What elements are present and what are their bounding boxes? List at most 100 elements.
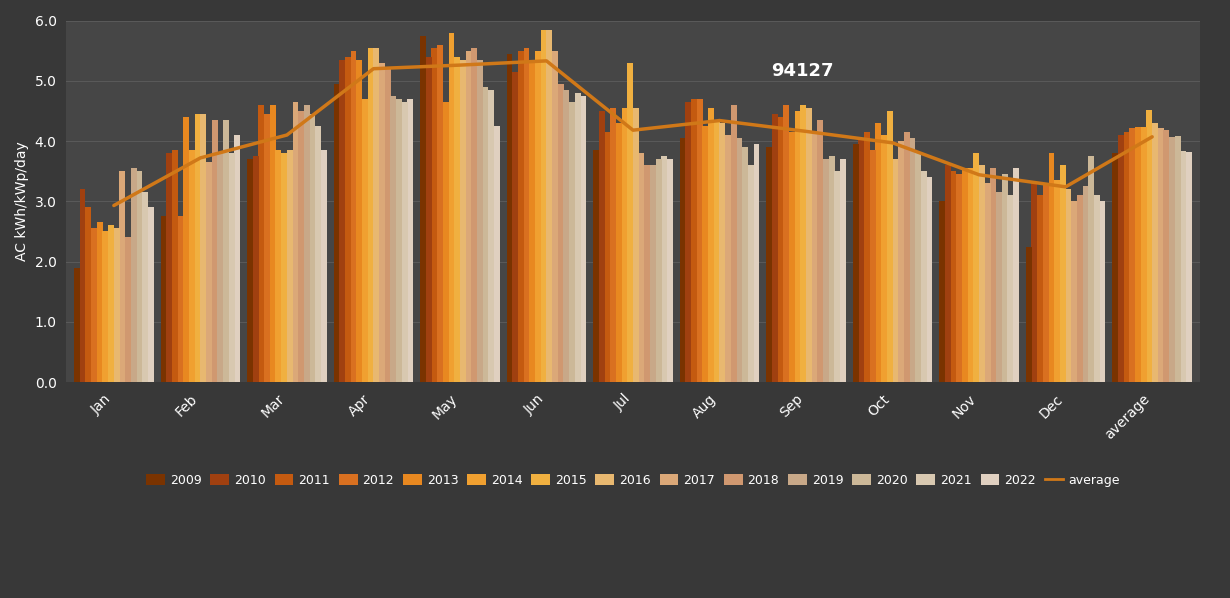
- Bar: [507, 54, 513, 382]
- Bar: [321, 150, 327, 382]
- Bar: [795, 111, 801, 382]
- Bar: [1157, 129, 1164, 382]
- Bar: [304, 105, 310, 382]
- Bar: [80, 189, 86, 382]
- Bar: [621, 108, 627, 382]
- Bar: [1124, 132, 1129, 382]
- Bar: [524, 48, 529, 382]
- Bar: [1112, 153, 1118, 382]
- Bar: [1060, 165, 1065, 382]
- Bar: [887, 111, 893, 382]
- Bar: [477, 60, 482, 382]
- Bar: [1089, 156, 1095, 382]
- Bar: [102, 231, 108, 382]
- Bar: [488, 90, 494, 382]
- Bar: [1054, 180, 1060, 382]
- Bar: [968, 168, 973, 382]
- Bar: [546, 29, 552, 382]
- Bar: [852, 144, 859, 382]
- Bar: [264, 114, 269, 382]
- Bar: [276, 150, 282, 382]
- Bar: [351, 51, 357, 382]
- Bar: [114, 228, 119, 382]
- Bar: [471, 48, 477, 382]
- Bar: [454, 57, 460, 382]
- Bar: [910, 138, 915, 382]
- Bar: [834, 171, 840, 382]
- Bar: [1129, 128, 1135, 382]
- Bar: [696, 99, 702, 382]
- Bar: [189, 150, 194, 382]
- Bar: [788, 132, 795, 382]
- Bar: [223, 120, 229, 382]
- Bar: [1186, 152, 1192, 382]
- Bar: [443, 102, 449, 382]
- Bar: [1001, 174, 1007, 382]
- Bar: [818, 120, 823, 382]
- Bar: [1037, 196, 1043, 382]
- Bar: [1181, 151, 1186, 382]
- Bar: [1164, 130, 1170, 382]
- Bar: [1077, 196, 1082, 382]
- Bar: [915, 153, 921, 382]
- Bar: [494, 126, 499, 382]
- Bar: [482, 87, 488, 382]
- Bar: [91, 228, 97, 382]
- Bar: [97, 222, 102, 382]
- Bar: [1071, 202, 1077, 382]
- Bar: [996, 193, 1002, 382]
- Bar: [881, 135, 887, 382]
- Bar: [1014, 168, 1018, 382]
- Bar: [1170, 138, 1175, 382]
- Bar: [737, 138, 743, 382]
- Bar: [806, 108, 812, 382]
- Bar: [513, 72, 518, 382]
- Bar: [269, 105, 276, 382]
- Bar: [574, 93, 581, 382]
- Bar: [616, 123, 621, 382]
- Bar: [973, 153, 979, 382]
- Bar: [200, 114, 207, 382]
- Bar: [940, 202, 945, 382]
- Bar: [396, 99, 402, 382]
- Bar: [638, 153, 645, 382]
- Bar: [1093, 196, 1100, 382]
- Bar: [1048, 153, 1054, 382]
- Bar: [362, 99, 368, 382]
- Bar: [137, 171, 143, 382]
- Bar: [421, 35, 426, 382]
- Bar: [402, 102, 407, 382]
- Bar: [713, 120, 720, 382]
- Bar: [859, 138, 865, 382]
- Bar: [379, 63, 385, 382]
- Bar: [390, 96, 396, 382]
- Bar: [535, 51, 541, 382]
- Bar: [298, 111, 304, 382]
- Bar: [708, 108, 713, 382]
- Bar: [258, 105, 264, 382]
- Bar: [726, 135, 731, 382]
- Bar: [432, 48, 438, 382]
- Bar: [1065, 189, 1071, 382]
- Bar: [374, 48, 379, 382]
- Bar: [812, 132, 818, 382]
- Y-axis label: AC kWh/kWp/day: AC kWh/kWp/day: [15, 141, 30, 261]
- Bar: [177, 216, 183, 382]
- Bar: [460, 60, 466, 382]
- Bar: [1032, 183, 1037, 382]
- Bar: [212, 120, 218, 382]
- Bar: [74, 267, 80, 382]
- Bar: [357, 60, 362, 382]
- Bar: [904, 132, 910, 382]
- Legend: 2009, 2010, 2011, 2012, 2013, 2014, 2015, 2016, 2017, 2018, 2019, 2020, 2021, 20: 2009, 2010, 2011, 2012, 2013, 2014, 2015…: [141, 469, 1125, 492]
- Bar: [956, 174, 962, 382]
- Bar: [662, 156, 667, 382]
- Bar: [748, 165, 754, 382]
- Bar: [437, 45, 443, 382]
- Bar: [541, 29, 546, 382]
- Bar: [339, 60, 346, 382]
- Bar: [1007, 196, 1014, 382]
- Bar: [667, 159, 673, 382]
- Bar: [742, 147, 748, 382]
- Bar: [898, 141, 904, 382]
